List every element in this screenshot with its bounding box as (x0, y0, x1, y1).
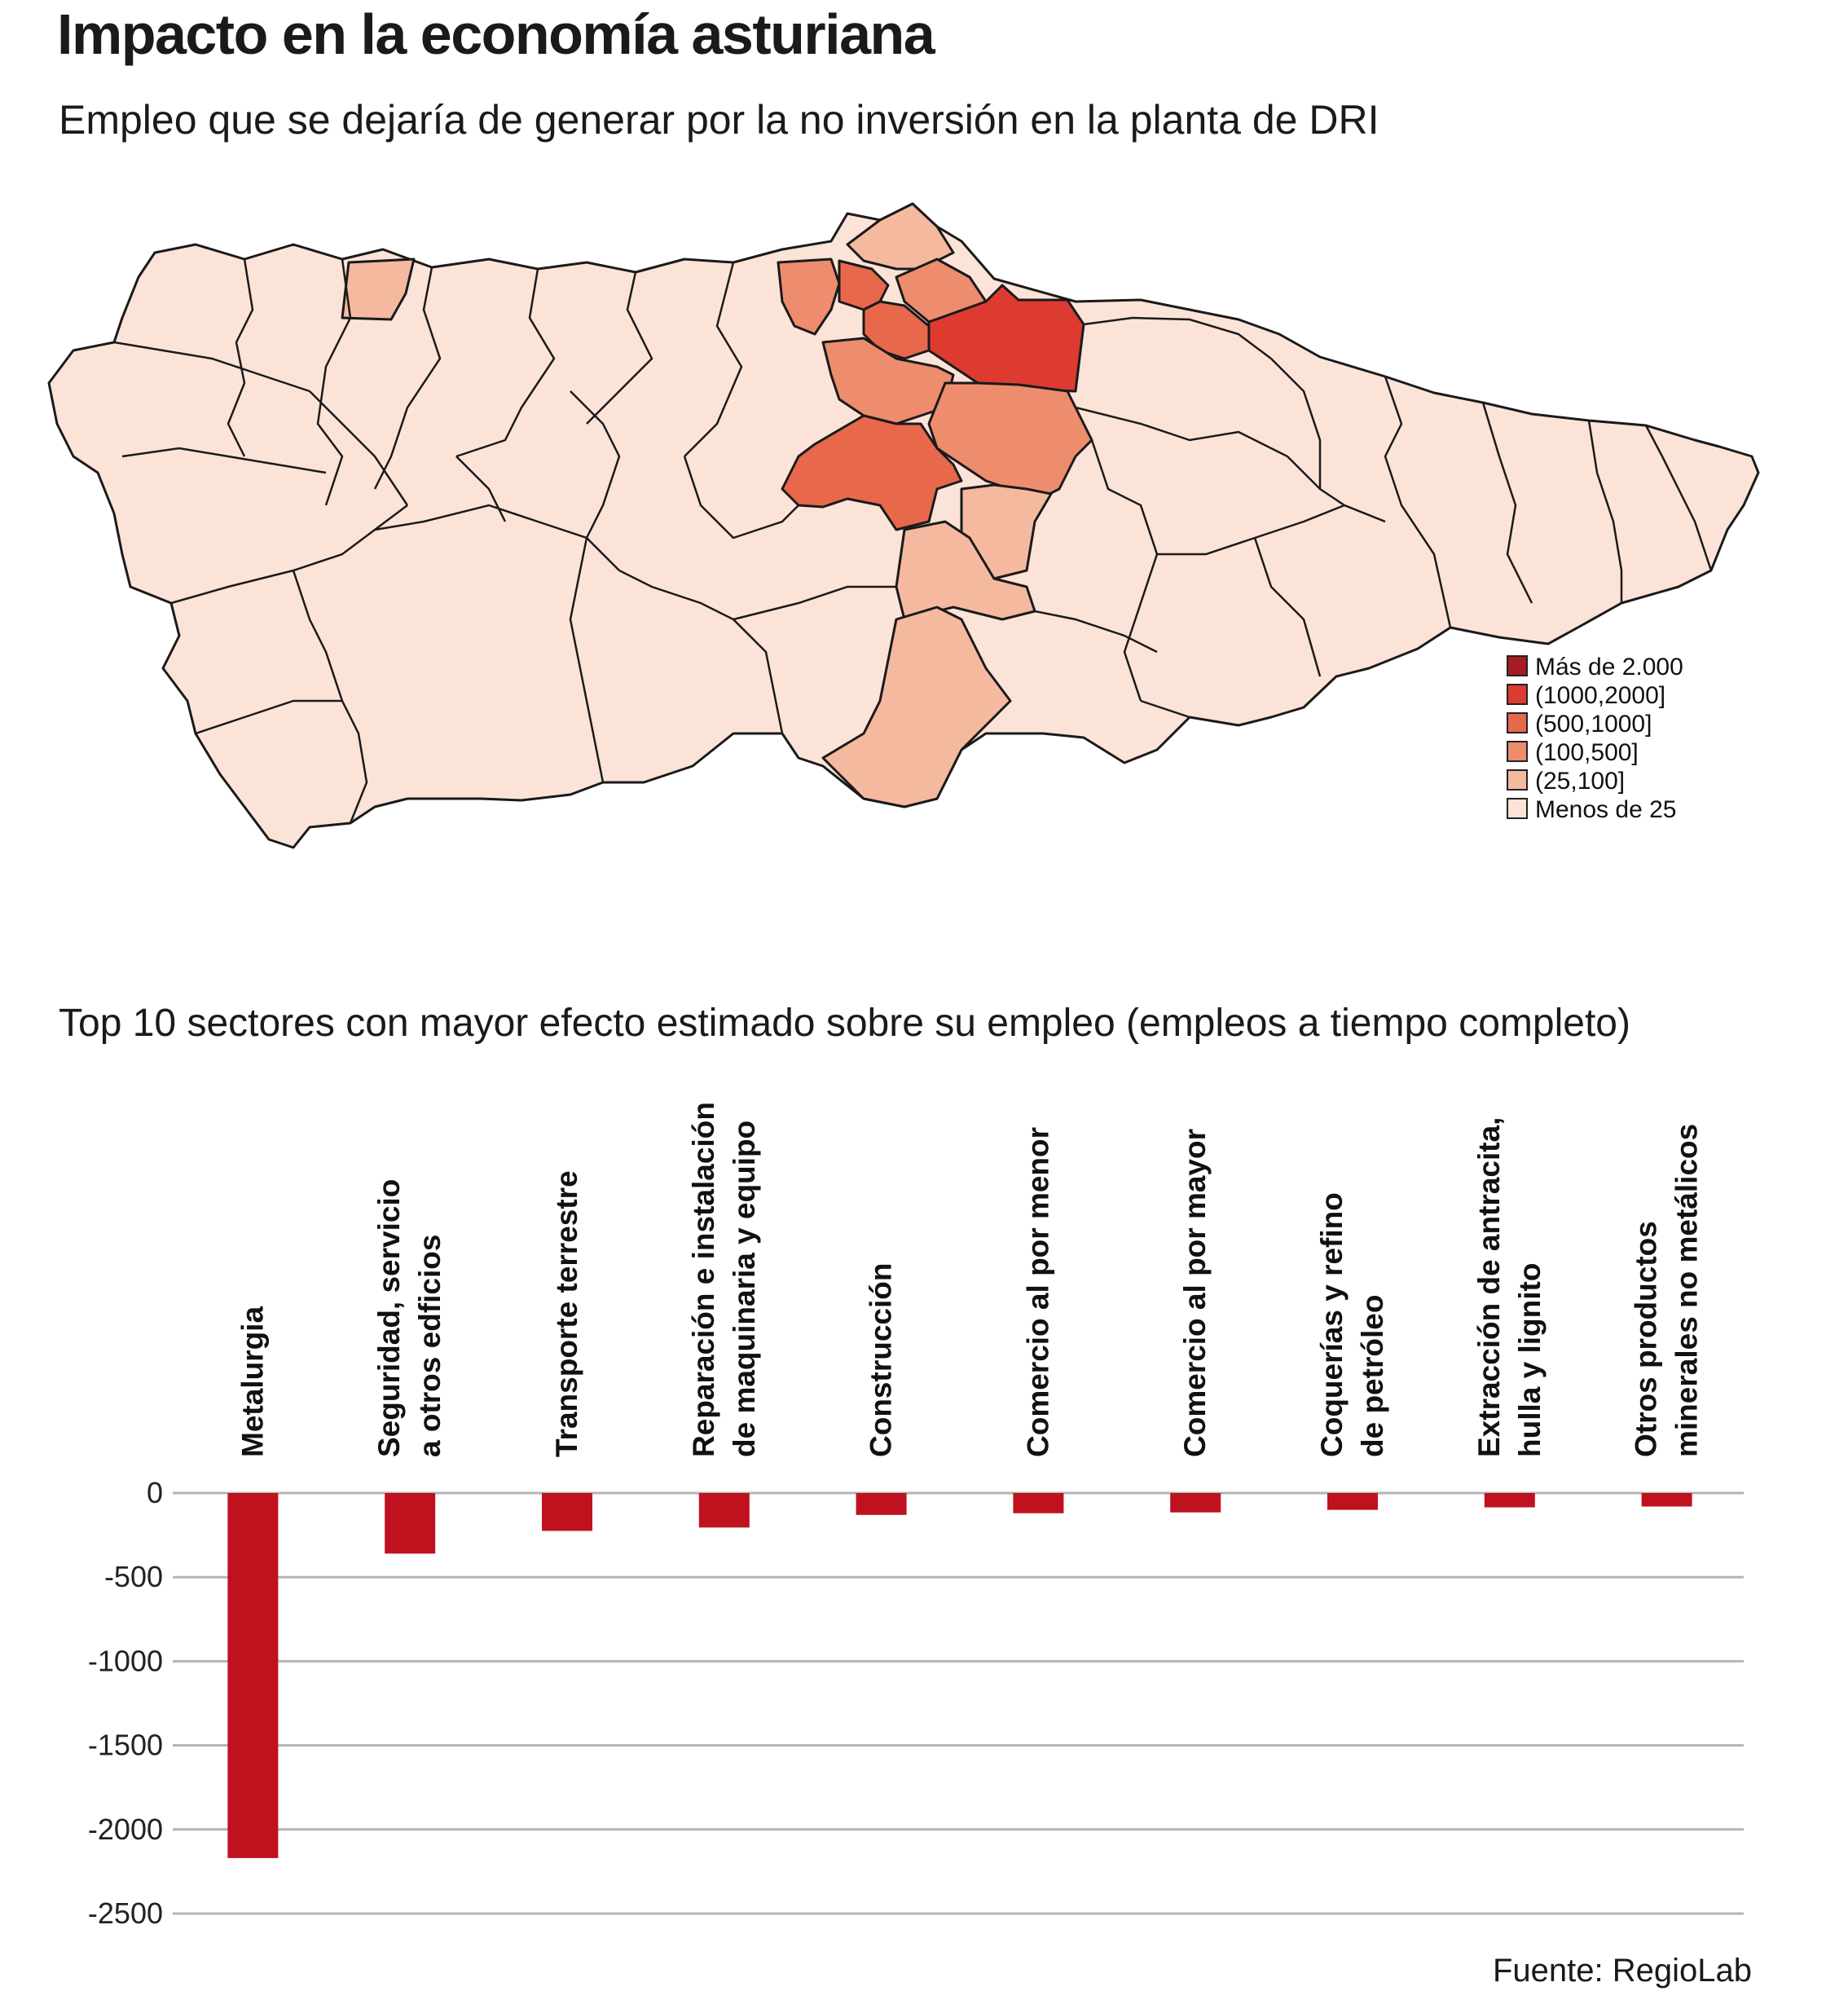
legend-swatch (1507, 655, 1528, 676)
legend-item: Menos de 25 (1507, 796, 1676, 823)
map-internal-borders (113, 258, 1713, 824)
legend-item: (1000,2000] (1507, 682, 1665, 709)
legend-item: (25,100] (1507, 768, 1625, 795)
category-label: Comercio al por menor (1021, 1127, 1054, 1457)
bars (227, 1493, 1692, 1858)
page-title: Impacto en la economía asturiana (57, 2, 935, 66)
legend-swatch (1507, 684, 1528, 705)
legend-swatch (1507, 798, 1528, 819)
map-legend: Más de 2.000 (1000,2000] (500,1000] (100… (1507, 654, 1683, 823)
category-label: de petróleo (1356, 1295, 1389, 1457)
category-label: Extracción de antracita, (1472, 1117, 1506, 1457)
legend-swatch (1507, 741, 1528, 762)
category-label: Otros productos (1630, 1221, 1663, 1457)
bar (1327, 1493, 1378, 1510)
legend-item: (500,1000] (1507, 711, 1652, 738)
legend-label: Menos de 25 (1535, 796, 1676, 823)
map-region-100-500-a (777, 258, 841, 336)
bar (1170, 1493, 1221, 1513)
category-label: a otros edficios (413, 1235, 447, 1457)
category-label: Seguridad, servicio (372, 1179, 406, 1457)
map-region-25-100-north (846, 202, 955, 271)
bar (856, 1493, 907, 1515)
bar (542, 1493, 592, 1531)
gridlines (173, 1491, 1744, 1915)
map-subtitle: Empleo que se dejaría de generar por la … (59, 97, 1379, 143)
legend-label: (100,500] (1535, 739, 1639, 766)
category-label: Metalurgia (235, 1306, 269, 1457)
legend-item: (100,500] (1507, 739, 1639, 766)
bar (698, 1493, 750, 1528)
category-label: Reparación e instalación (687, 1102, 720, 1457)
y-tick-label: 0 (147, 1476, 163, 1509)
legend-label: Más de 2.000 (1535, 654, 1683, 681)
legend-swatch (1507, 712, 1528, 733)
map-regions (47, 202, 1760, 849)
legend-label: (1000,2000] (1535, 682, 1665, 709)
y-tick-label: -2000 (88, 1813, 163, 1846)
map-region-25-100-e (821, 606, 1012, 808)
category-label: Construcción (865, 1263, 898, 1457)
category-label: de maquinaria y equipo (728, 1121, 761, 1457)
legend-swatch (1507, 769, 1528, 791)
category-label: Transporte terrestre (550, 1170, 583, 1457)
map-region-500-1000-c (781, 414, 963, 531)
y-tick-label: -500 (104, 1560, 163, 1593)
category-label: Coquerías y refino (1315, 1192, 1349, 1457)
asturias-map: Más de 2.000 (1000,2000] (500,1000] (100… (47, 202, 1760, 849)
y-tick-label: -1000 (88, 1644, 163, 1677)
legend-label: (500,1000] (1535, 711, 1652, 738)
legend-label: (25,100] (1535, 768, 1625, 795)
map-region-100-500-d (927, 381, 1093, 499)
bar (1484, 1493, 1535, 1508)
map-region-500-1000-b (862, 300, 931, 360)
bar (1641, 1493, 1692, 1507)
bar (227, 1493, 279, 1858)
category-label: hulla y lignito (1513, 1263, 1547, 1457)
map-region-25-100-west (341, 258, 416, 321)
bar (1013, 1493, 1064, 1513)
category-label: Comercio al por mayor (1178, 1129, 1212, 1457)
category-label: minerales no metálicos (1670, 1124, 1704, 1457)
category-labels: Metalurgia Seguridad, servicio a otros edf… (235, 1102, 1703, 1457)
legend-item: Más de 2.000 (1507, 654, 1683, 681)
source-note: Fuente: RegioLab (1492, 1953, 1752, 1989)
bar (385, 1493, 436, 1554)
map-region-1000-2000 (927, 284, 1085, 393)
y-tick-label: -2500 (88, 1896, 163, 1930)
y-tick-label: -1500 (88, 1729, 163, 1762)
chart-title: Top 10 sectores con mayor efecto estimad… (59, 1002, 1630, 1045)
y-axis-ticks: 0 -500 -1000 -1500 -2000 -2500 (88, 1476, 163, 1930)
